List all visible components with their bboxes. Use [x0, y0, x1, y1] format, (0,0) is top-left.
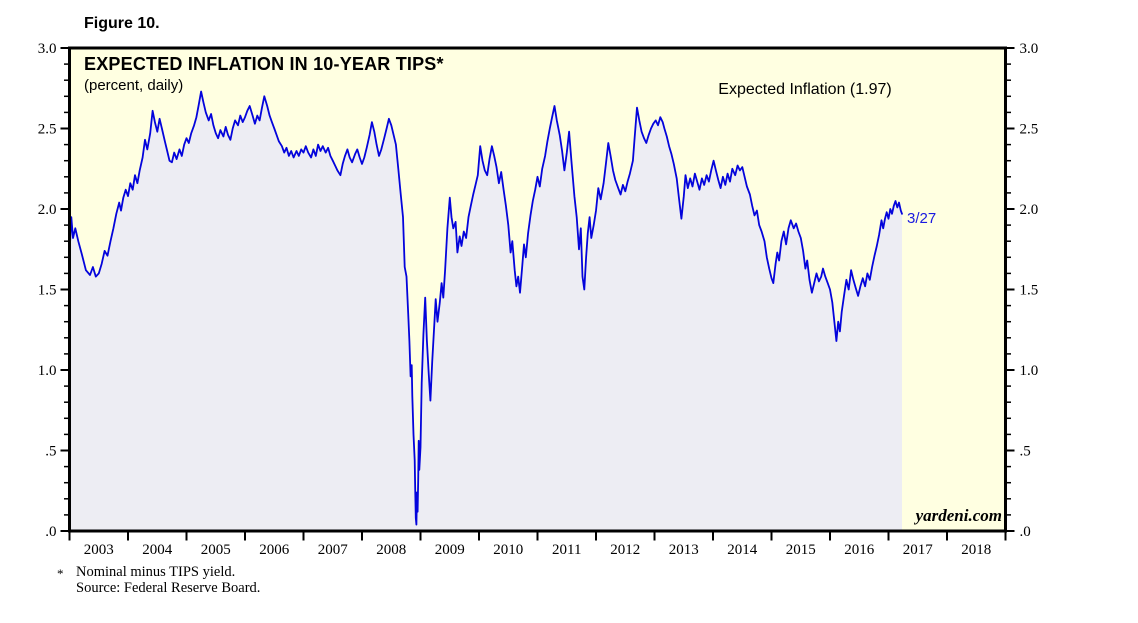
x-axis-label: 2004	[142, 542, 173, 558]
x-axis-label: 2012	[610, 542, 640, 558]
y-axis-label-left: .0	[45, 524, 56, 540]
yardeni-watermark: yardeni.com	[915, 506, 1002, 525]
chart-title: EXPECTED INFLATION IN 10-YEAR TIPS*	[84, 54, 444, 74]
x-axis-label: 2016	[844, 542, 875, 558]
x-axis-label: 2010	[493, 542, 523, 558]
y-axis-label-right: 2.0	[1020, 202, 1039, 218]
x-axis-label: 2017	[903, 542, 934, 558]
y-axis-label-left: 1.5	[38, 283, 57, 299]
x-axis-label: 2011	[552, 542, 581, 558]
y-axis-label-right: 3.0	[1020, 41, 1039, 57]
chart-subtitle: (percent, daily)	[84, 77, 184, 94]
x-axis-label: 2009	[435, 542, 465, 558]
y-axis-label-left: 1.0	[38, 363, 57, 379]
footnote-line2: Source: Federal Reserve Board.	[76, 579, 261, 596]
y-axis-label-right: .5	[1020, 444, 1031, 460]
y-axis-label-left: .5	[45, 444, 56, 460]
x-axis-label: 2006	[259, 542, 290, 558]
x-axis-label: 2015	[786, 542, 816, 558]
series-area-fill	[69, 91, 902, 531]
x-axis-label: 2018	[961, 542, 991, 558]
footnote-marker: *	[57, 566, 64, 581]
series-line	[68, 90, 903, 526]
footnote: * Nominal minus TIPS yield. Source: Fede…	[57, 564, 261, 596]
y-axis-label-left: 3.0	[38, 41, 57, 57]
x-axis-label: 2003	[84, 542, 114, 558]
legend-label: Expected Inflation (1.97)	[718, 81, 892, 98]
last-point-date-label: 3/27	[907, 210, 937, 227]
figure-label: Figure 10.	[84, 15, 160, 32]
y-axis-label-left: 2.0	[38, 202, 57, 218]
x-axis-label: 2014	[727, 542, 758, 558]
y-axis-label-right: .0	[1020, 524, 1031, 540]
x-axis-label: 2005	[201, 542, 231, 558]
y-axis-label-left: 2.5	[38, 122, 57, 138]
x-axis-label: 2008	[376, 542, 406, 558]
x-axis-label: 2013	[669, 542, 699, 558]
x-axis-label: 2007	[318, 542, 349, 558]
y-axis-label-right: 1.5	[1020, 283, 1039, 299]
footnote-line1: Nominal minus TIPS yield.	[76, 564, 236, 580]
plot-frame	[68, 46, 1007, 533]
y-axis-label-right: 2.5	[1020, 122, 1039, 138]
y-axis-label-right: 1.0	[1020, 363, 1039, 379]
